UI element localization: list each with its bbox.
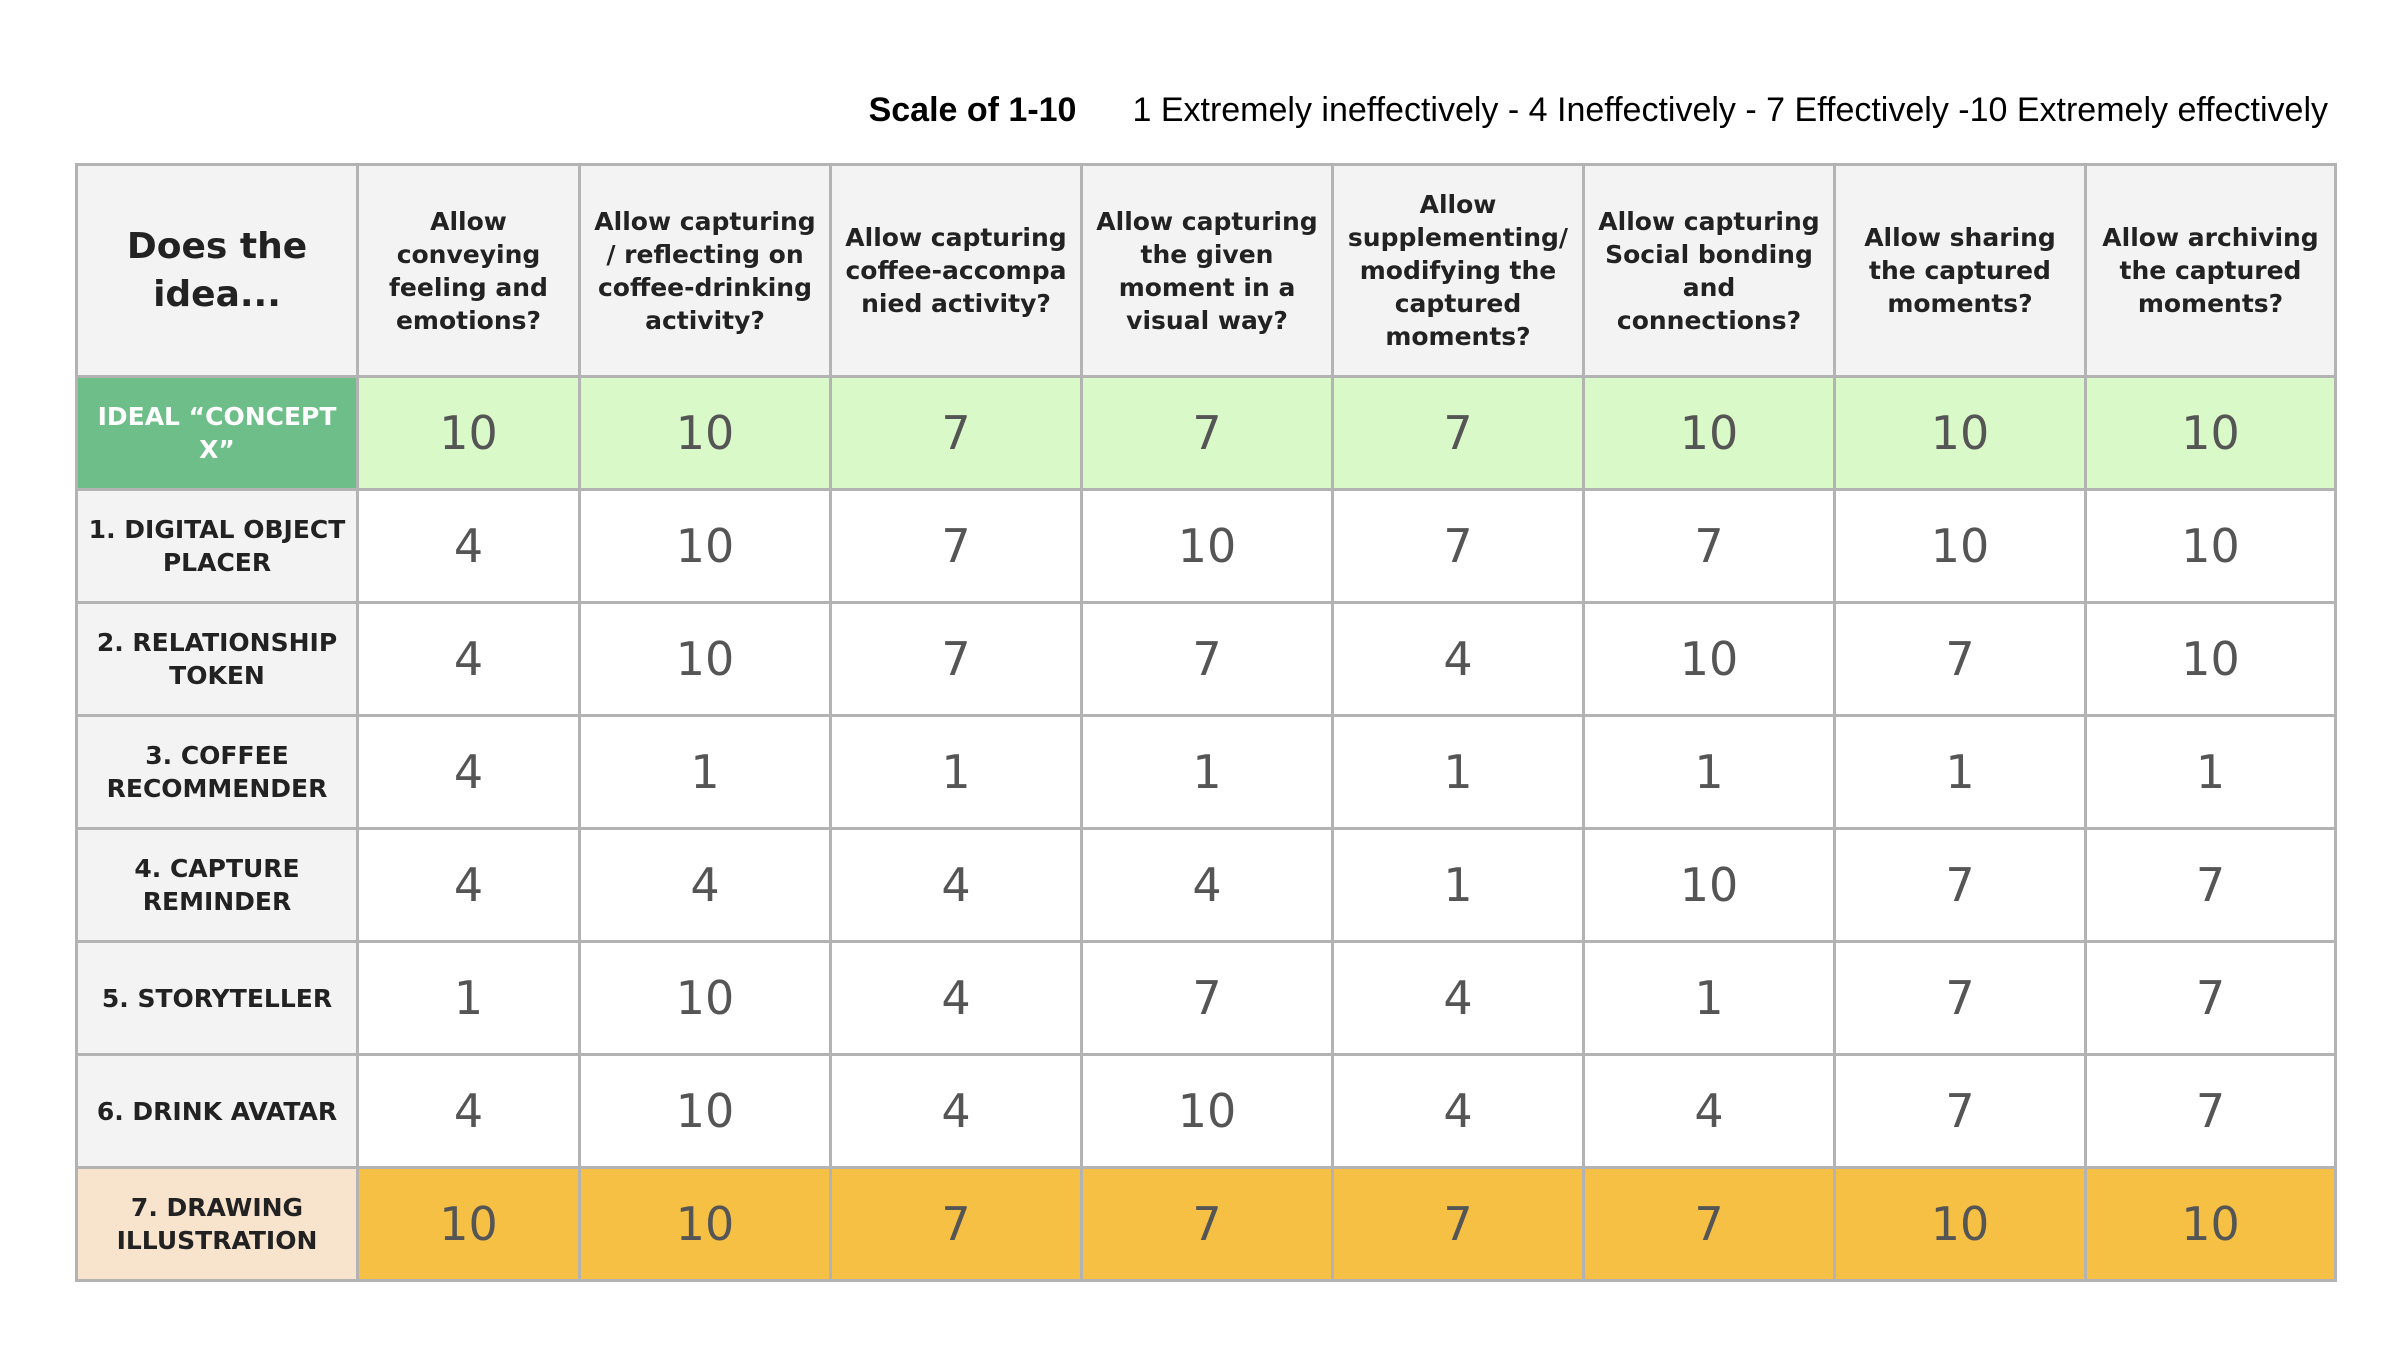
score-cell: 10 (2084, 1166, 2337, 1282)
score-cell: 7 (1833, 601, 2087, 717)
table-row-relationship-token: 2. RELATIONSHIP TOKEN 4 10 7 7 4 10 7 10 (75, 601, 2337, 717)
score-cell: 1 (1080, 714, 1334, 830)
column-header-archiving: Allow archiving the captured moments? (2084, 163, 2337, 378)
score-cell: 7 (1080, 1166, 1334, 1282)
score-cell: 7 (2084, 827, 2337, 943)
column-header-social-bonding: Allow capturing Social bonding and conne… (1582, 163, 1836, 378)
table-row-ideal-concept: IDEAL “CONCEPT X” 10 10 7 7 7 10 10 10 (75, 375, 2337, 491)
corner-label: Does the idea... (75, 163, 359, 378)
header-row: Does the idea... Allow conveying feeling… (75, 163, 2337, 378)
score-cell: 1 (1582, 714, 1836, 830)
table-row-coffee-recommender: 3. COFFEE RECOMMENDER 4 1 1 1 1 1 1 1 (75, 714, 2337, 830)
score-cell: 1 (1582, 940, 1836, 1056)
score-cell: 4 (1331, 940, 1585, 1056)
score-cell: 7 (1331, 375, 1585, 491)
row-label: 5. STORYTELLER (75, 940, 359, 1056)
score-cell: 10 (1833, 488, 2087, 604)
score-cell: 10 (1080, 488, 1334, 604)
score-cell: 7 (1331, 488, 1585, 604)
score-cell: 10 (2084, 375, 2337, 491)
score-cell: 4 (356, 1053, 581, 1169)
score-cell: 1 (1331, 714, 1585, 830)
score-cell: 4 (1331, 601, 1585, 717)
table-row-storyteller: 5. STORYTELLER 1 10 4 7 4 1 7 7 (75, 940, 2337, 1056)
score-cell: 10 (1833, 1166, 2087, 1282)
score-cell: 4 (829, 827, 1083, 943)
score-cell: 7 (1833, 827, 2087, 943)
score-cell: 7 (1331, 1166, 1585, 1282)
score-cell: 7 (829, 375, 1083, 491)
score-cell: 7 (1582, 488, 1836, 604)
score-cell: 7 (829, 601, 1083, 717)
scale-description: 1 Extremely ineffectively - 4 Ineffectiv… (1132, 91, 2328, 129)
score-cell: 7 (2084, 1053, 2337, 1169)
score-cell: 10 (1582, 827, 1836, 943)
row-label: 6. DRINK AVATAR (75, 1053, 359, 1169)
column-header-supplementing: Allow supplementing/ modifying the captu… (1331, 163, 1585, 378)
score-cell: 10 (578, 601, 832, 717)
score-cell: 10 (1582, 601, 1836, 717)
score-cell: 7 (1833, 1053, 2087, 1169)
score-cell: 10 (2084, 601, 2337, 717)
evaluation-table: Does the idea... Allow conveying feeling… (75, 163, 2337, 1282)
row-label: 2. RELATIONSHIP TOKEN (75, 601, 359, 717)
score-cell: 7 (829, 488, 1083, 604)
score-cell: 7 (829, 1166, 1083, 1282)
column-header-sharing: Allow sharing the captured moments? (1833, 163, 2087, 378)
score-cell: 10 (578, 488, 832, 604)
column-header-coffee-drinking: Allow capturing / reflecting on coffee-d… (578, 163, 832, 378)
score-cell: 7 (1080, 940, 1334, 1056)
score-cell: 4 (829, 940, 1083, 1056)
column-header-accompanied-activity: Allow capturing coffee-accompa nied acti… (829, 163, 1083, 378)
score-cell: 1 (578, 714, 832, 830)
score-cell: 4 (1582, 1053, 1836, 1169)
column-header-conveying-feeling: Allow conveying feeling and emotions? (356, 163, 581, 378)
score-cell: 4 (1331, 1053, 1585, 1169)
score-cell: 7 (1080, 375, 1334, 491)
scale-legend: Scale of 1-10 1 Extremely ineffectively -… (869, 88, 2328, 132)
score-cell: 1 (829, 714, 1083, 830)
score-cell: 10 (356, 375, 581, 491)
score-cell: 10 (1582, 375, 1836, 491)
score-cell: 1 (356, 940, 581, 1056)
score-cell: 1 (2084, 714, 2337, 830)
table-row-drink-avatar: 6. DRINK AVATAR 4 10 4 10 4 4 7 7 (75, 1053, 2337, 1169)
score-cell: 7 (2084, 940, 2337, 1056)
score-cell: 10 (578, 1053, 832, 1169)
score-cell: 10 (1833, 375, 2087, 491)
score-cell: 10 (356, 1166, 581, 1282)
table-row-drawing-illustration: 7. DRAWING ILLUSTRATION 10 10 7 7 7 7 10… (75, 1166, 2337, 1282)
score-cell: 4 (356, 827, 581, 943)
score-cell: 10 (578, 940, 832, 1056)
score-cell: 10 (578, 375, 832, 491)
score-cell: 10 (2084, 488, 2337, 604)
score-cell: 10 (578, 1166, 832, 1282)
table-row-capture-reminder: 4. CAPTURE REMINDER 4 4 4 4 1 10 7 7 (75, 827, 2337, 943)
score-cell: 4 (356, 488, 581, 604)
score-cell: 4 (829, 1053, 1083, 1169)
row-label: 4. CAPTURE REMINDER (75, 827, 359, 943)
row-label: 1. DIGITAL OBJECT PLACER (75, 488, 359, 604)
score-cell: 4 (578, 827, 832, 943)
row-label: 3. COFFEE RECOMMENDER (75, 714, 359, 830)
score-cell: 1 (1331, 827, 1585, 943)
score-cell: 4 (1080, 827, 1334, 943)
score-cell: 10 (1080, 1053, 1334, 1169)
scale-title: Scale of 1-10 (868, 91, 1077, 129)
row-label: IDEAL “CONCEPT X” (75, 375, 359, 491)
score-cell: 7 (1582, 1166, 1836, 1282)
score-cell: 7 (1080, 601, 1334, 717)
score-cell: 4 (356, 601, 581, 717)
table-row-digital-object-placer: 1. DIGITAL OBJECT PLACER 4 10 7 10 7 7 1… (75, 488, 2337, 604)
score-cell: 1 (1833, 714, 2087, 830)
score-cell: 7 (1833, 940, 2087, 1056)
score-cell: 4 (356, 714, 581, 830)
row-label: 7. DRAWING ILLUSTRATION (75, 1166, 359, 1282)
column-header-visual-way: Allow capturing the given moment in a vi… (1080, 163, 1334, 378)
